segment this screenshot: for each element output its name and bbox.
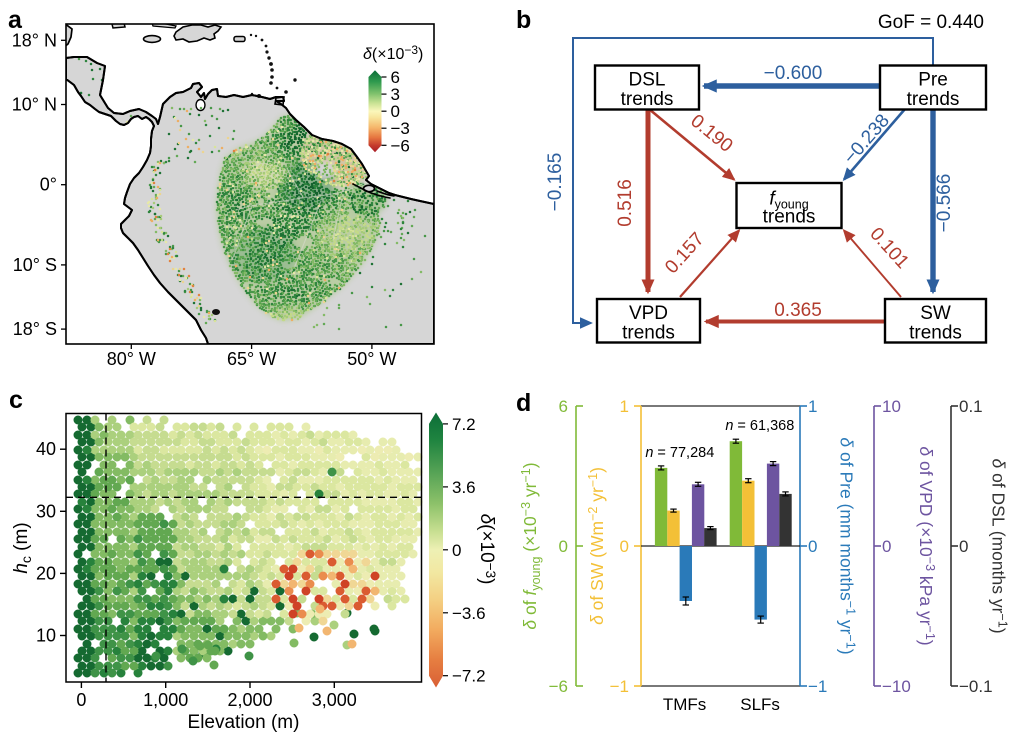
svg-text:a: a bbox=[8, 6, 23, 34]
svg-text:b: b bbox=[516, 6, 531, 34]
svg-text:hc (m): hc (m) bbox=[11, 522, 34, 573]
svg-text:−6: −6 bbox=[549, 677, 568, 696]
svg-text:3: 3 bbox=[391, 85, 400, 104]
svg-text:−6: −6 bbox=[391, 136, 410, 155]
svg-text:trends: trends bbox=[622, 323, 675, 344]
svg-text:10° N: 10° N bbox=[12, 95, 57, 115]
svg-text:80° W: 80° W bbox=[107, 349, 156, 369]
svg-text:fyoung: fyoung bbox=[769, 189, 808, 212]
svg-text:6: 6 bbox=[559, 397, 568, 416]
svg-text:0: 0 bbox=[808, 537, 817, 556]
svg-text:trends: trends bbox=[763, 207, 816, 228]
svg-text:0.365: 0.365 bbox=[774, 300, 822, 321]
svg-text:10: 10 bbox=[882, 397, 901, 416]
svg-text:c: c bbox=[9, 386, 23, 414]
svg-text:50° W: 50° W bbox=[347, 349, 396, 369]
svg-text:δ of VPD (×10−3​ kPa yr−1​): δ of VPD (×10−3​ kPa yr−1​) bbox=[916, 446, 937, 645]
svg-text:40: 40 bbox=[36, 439, 56, 459]
svg-text:−1: −1 bbox=[610, 677, 629, 696]
svg-text:1: 1 bbox=[808, 397, 817, 416]
svg-text:VPD: VPD bbox=[629, 303, 668, 324]
svg-text:−10: −10 bbox=[882, 677, 911, 696]
svg-text:GoF = 0.440: GoF = 0.440 bbox=[878, 12, 984, 33]
svg-text:1,000: 1,000 bbox=[143, 690, 188, 710]
svg-text:SLFs: SLFs bbox=[740, 695, 780, 714]
svg-text:DSL: DSL bbox=[629, 70, 666, 91]
svg-text:0.516: 0.516 bbox=[615, 179, 636, 227]
svg-text:n = 77,284: n = 77,284 bbox=[645, 445, 714, 461]
svg-text:0: 0 bbox=[76, 690, 86, 710]
svg-text:δ of DSL (months yr−1​): δ of DSL (months yr−1​) bbox=[989, 458, 1010, 633]
svg-text:7.2: 7.2 bbox=[452, 415, 476, 434]
svg-text:65° W: 65° W bbox=[227, 349, 276, 369]
svg-text:0: 0 bbox=[620, 537, 629, 556]
svg-text:3,000: 3,000 bbox=[312, 690, 357, 710]
svg-text:−1: −1 bbox=[808, 677, 827, 696]
svg-text:−0.165: −0.165 bbox=[545, 153, 566, 212]
svg-text:2,000: 2,000 bbox=[227, 690, 272, 710]
svg-text:0: 0 bbox=[391, 102, 400, 121]
svg-text:0: 0 bbox=[452, 541, 461, 560]
svg-text:trends: trends bbox=[621, 89, 674, 110]
svg-text:δ of fyoung (×10−3​ yr−1​): δ of fyoung (×10−3​ yr−1​) bbox=[519, 462, 543, 629]
svg-text:n = 61,368: n = 61,368 bbox=[725, 418, 794, 434]
svg-text:trends: trends bbox=[907, 89, 960, 110]
svg-text:−0.1: −0.1 bbox=[959, 677, 993, 696]
svg-text:δ of SW (Wm−2​ yr−1​): δ of SW (Wm−2​ yr−1​) bbox=[586, 467, 607, 625]
svg-text:−0.600: −0.600 bbox=[764, 63, 823, 84]
svg-text:18° N: 18° N bbox=[12, 30, 57, 50]
svg-text:0.1: 0.1 bbox=[959, 397, 983, 416]
svg-text:TMFs: TMFs bbox=[663, 695, 706, 714]
svg-text:−7.2: −7.2 bbox=[452, 667, 486, 686]
svg-text:d: d bbox=[516, 389, 531, 417]
svg-text:trends: trends bbox=[909, 323, 962, 344]
svg-text:−3: −3 bbox=[391, 119, 410, 138]
svg-text:0: 0 bbox=[882, 537, 891, 556]
svg-text:δ of Pre (mm months−1​ yr−1​): δ of Pre (mm months−1​ yr−1​) bbox=[837, 437, 858, 654]
svg-text:30: 30 bbox=[36, 501, 56, 521]
svg-text:−0.566: −0.566 bbox=[934, 174, 955, 233]
svg-text:Pre: Pre bbox=[918, 70, 948, 91]
svg-text:10° S: 10° S bbox=[13, 255, 57, 275]
svg-text:10: 10 bbox=[36, 626, 56, 646]
svg-text:1: 1 bbox=[620, 397, 629, 416]
svg-text:6: 6 bbox=[391, 68, 400, 87]
svg-text:SW: SW bbox=[920, 303, 951, 324]
svg-text:3.6: 3.6 bbox=[452, 478, 476, 497]
svg-text:0: 0 bbox=[559, 537, 568, 556]
svg-text:0°: 0° bbox=[40, 175, 57, 195]
svg-text:0: 0 bbox=[959, 537, 968, 556]
svg-text:−3.6: −3.6 bbox=[452, 604, 486, 623]
svg-text:20: 20 bbox=[36, 563, 56, 583]
svg-text:18° S: 18° S bbox=[13, 319, 57, 339]
svg-text:Elevation (m): Elevation (m) bbox=[188, 712, 300, 733]
